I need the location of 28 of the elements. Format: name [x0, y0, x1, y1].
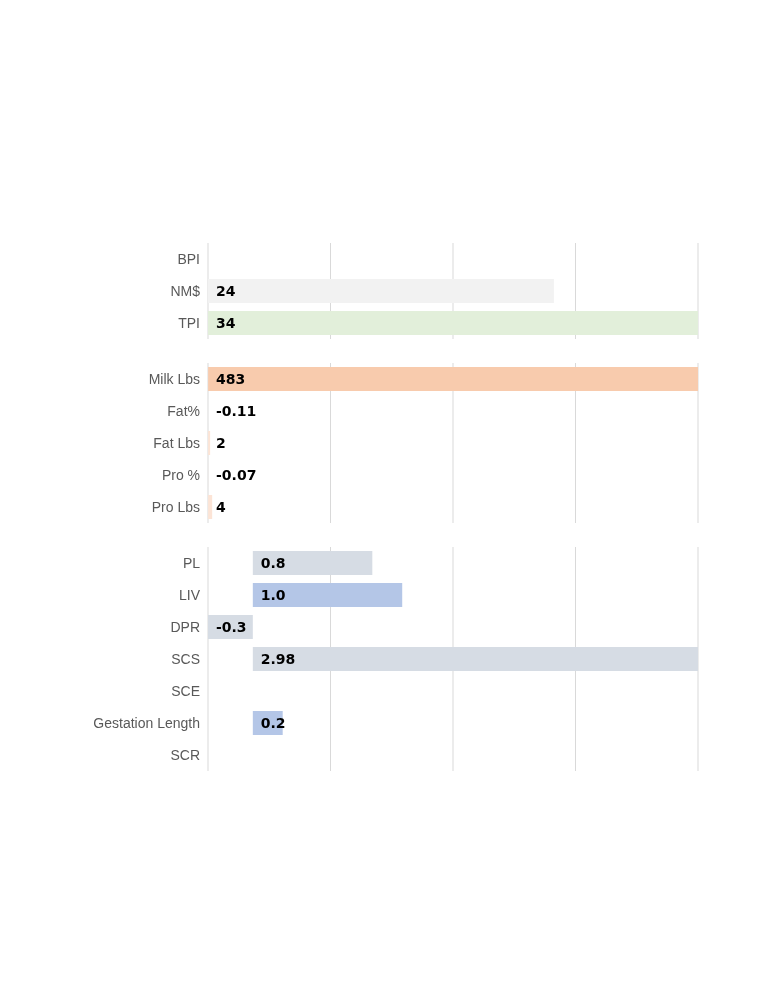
data-label: -0.07 [216, 467, 257, 483]
data-label: 4 [216, 499, 227, 515]
y-tick-label: Pro % [161, 466, 200, 483]
data-label: 24 [216, 283, 236, 299]
y-tick-label: BPI [177, 250, 200, 267]
y-tick-label: TPI [178, 314, 200, 331]
data-label: -0.11 [216, 403, 257, 419]
data-label: 1.0 [260, 587, 286, 603]
data-label: 0.2 [260, 715, 286, 731]
y-tick-label: DPR [170, 618, 200, 635]
y-tick-label: SCE [171, 682, 200, 699]
y-tick-label: NM$ [170, 282, 201, 299]
y-tick-label: LIV [178, 586, 201, 603]
data-label: 2.98 [260, 651, 296, 667]
data-label: -0.3 [216, 619, 247, 635]
data-label: 483 [216, 371, 246, 387]
y-tick-label: Gestation Length [93, 714, 200, 731]
y-tick-label: PL [182, 554, 201, 571]
data-label: 0.8 [260, 555, 286, 571]
y-tick-label: Milk Lbs [148, 370, 200, 387]
y-tick-label: SCR [170, 746, 200, 763]
data-label: 34 [216, 315, 236, 331]
y-tick-label: SCS [171, 650, 200, 667]
data-label: 2 [216, 435, 226, 451]
bar [252, 583, 403, 607]
y-tick-label: Fat Lbs [153, 434, 200, 451]
y-tick-label: Pro Lbs [151, 498, 200, 515]
y-tick-label: Fat% [167, 402, 200, 419]
